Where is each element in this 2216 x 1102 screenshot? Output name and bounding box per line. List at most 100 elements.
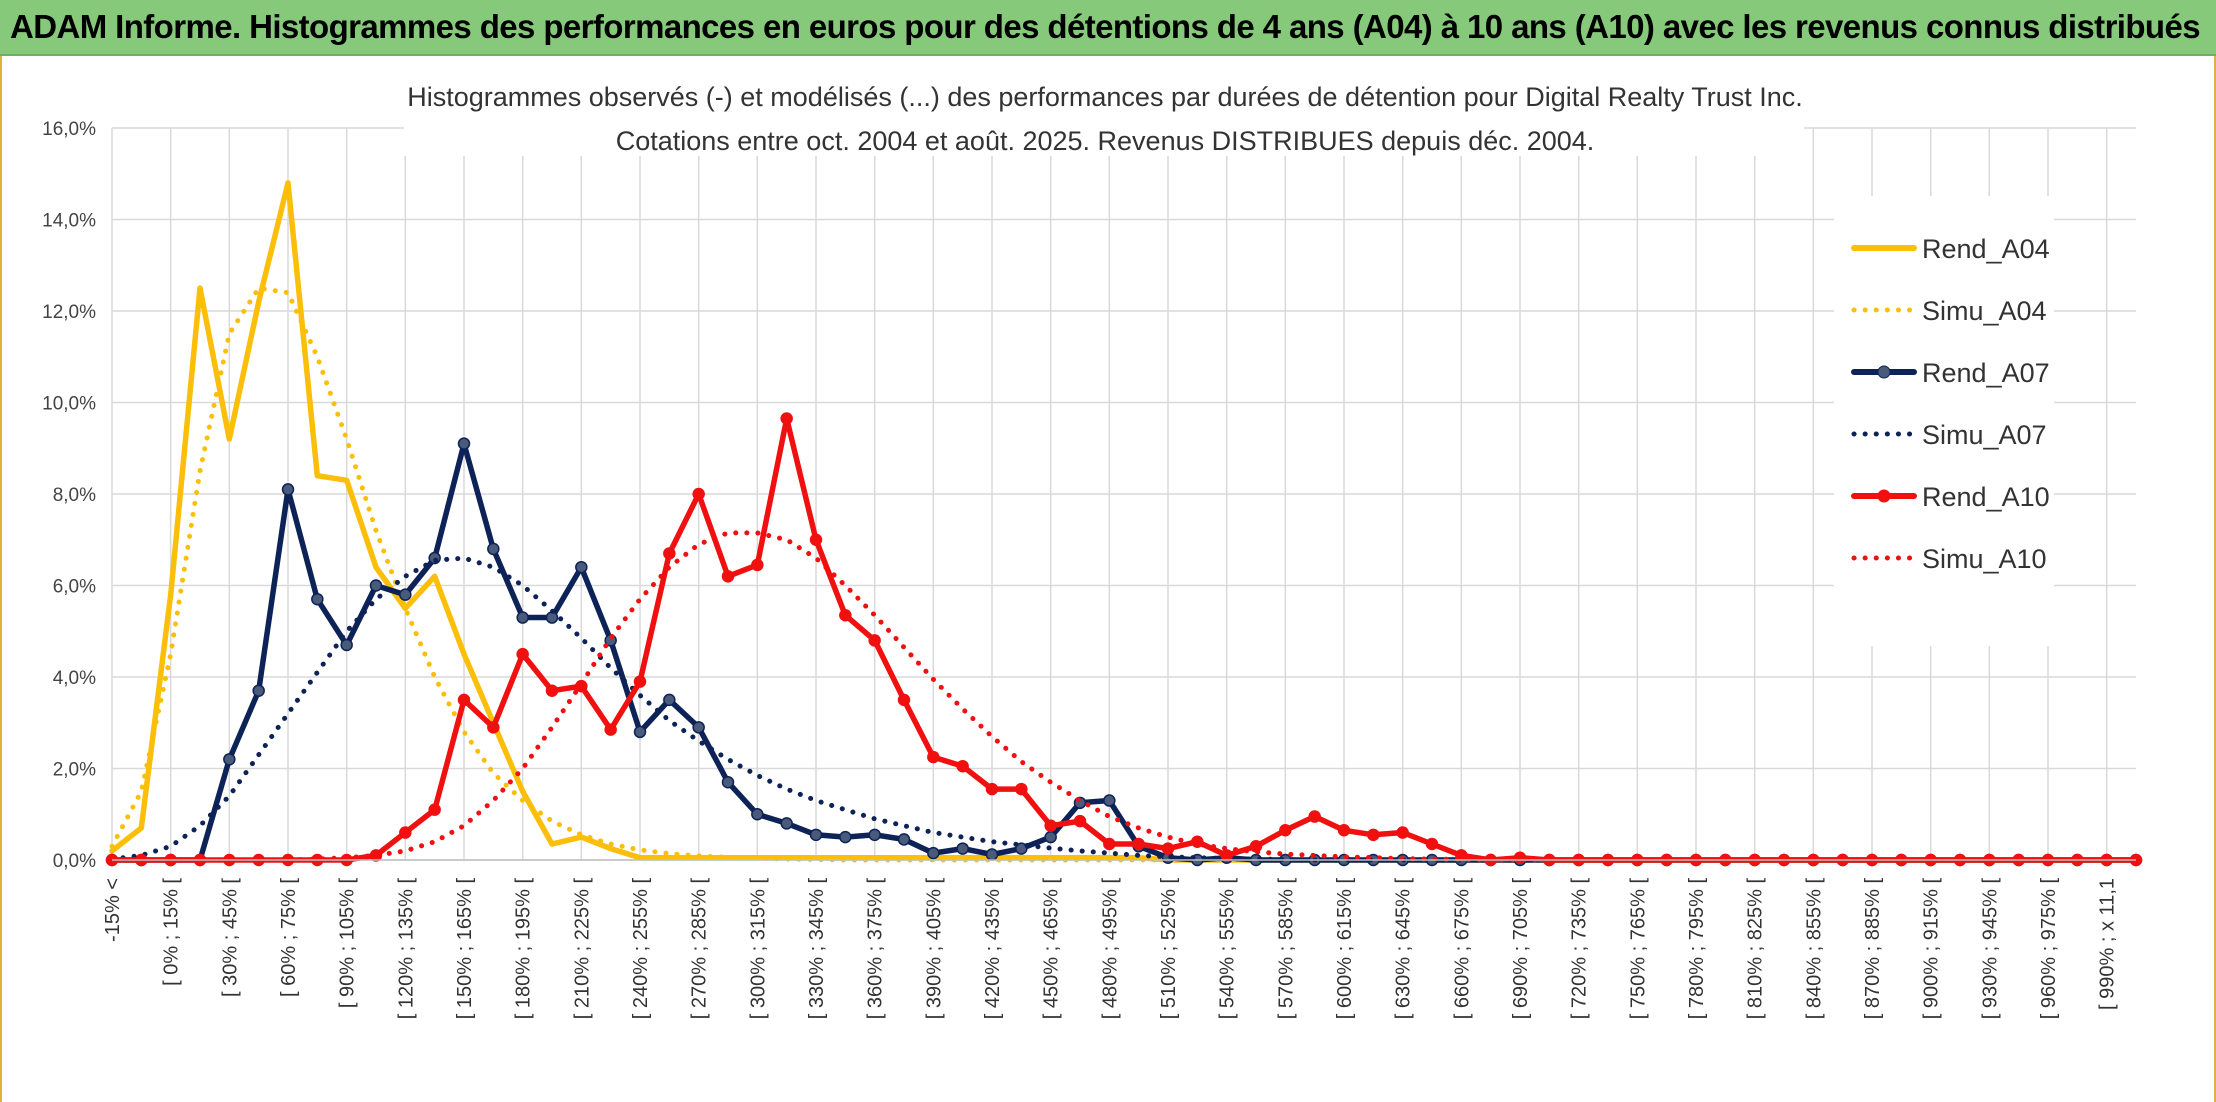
x-tick-label: [ 660% ; 675% [ <box>1451 878 1473 1020</box>
x-tick-label: [ 450% ; 465% [ <box>1041 878 1063 1020</box>
data-point-Rend_A07 <box>897 833 911 846</box>
data-point-Rend_A07 <box>457 437 471 450</box>
data-point-Rend_A07 <box>252 684 265 697</box>
x-tick-label: [ 90% ; 105% [ <box>337 878 359 1009</box>
x-tick-label: [ 30% ; 45% [ <box>219 878 241 997</box>
grid-layer <box>111 127 2136 861</box>
y-tick-label: 16,0% <box>42 119 96 140</box>
data-point-Rend_A10 <box>1396 826 1409 839</box>
legend-label-Simu_A10: Simu_A10 <box>1922 544 2047 574</box>
series-line-Rend_A10 <box>109 415 2139 863</box>
legend-label-Simu_A07: Simu_A07 <box>1922 420 2047 450</box>
series-line-Simu_A07 <box>109 555 2139 863</box>
x-tick-label: [ 420% ; 435% [ <box>982 878 1004 1020</box>
data-point-Rend_A10 <box>1132 837 1145 851</box>
x-tick-label: [ 720% ; 735% [ <box>1569 878 1591 1020</box>
x-tick-label: [ 900% ; 915% [ <box>1921 878 1943 1020</box>
x-tick-label: [ 990% ; x 11,1 <box>2097 878 2119 1010</box>
x-tick-label: [ 480% ; 495% [ <box>1099 878 1121 1020</box>
data-point-Rend_A10 <box>1220 849 1233 862</box>
x-tick-label: -15% < <box>102 878 124 942</box>
x-tick-label: [ 0% ; 15% [ <box>161 878 183 986</box>
y-tick-label: 4,0% <box>53 668 96 689</box>
data-point-Rend_A10 <box>428 803 441 816</box>
data-point-Rend_A07 <box>281 483 295 496</box>
data-point-Rend_A07 <box>721 775 735 789</box>
x-tick-label: [ 600% ; 615% [ <box>1334 878 1356 1020</box>
data-point-Rend_A10 <box>457 693 471 707</box>
x-tick-label: [ 240% ; 255% [ <box>630 878 652 1020</box>
data-point-Rend_A07 <box>1044 830 1057 844</box>
data-point-Rend_A07 <box>809 828 823 842</box>
data-point-Rend_A10 <box>1161 842 1175 855</box>
data-point-Rend_A10 <box>780 412 793 425</box>
data-point-Rend_A10 <box>839 608 852 622</box>
data-point-Rend_A07 <box>751 808 764 821</box>
axis-layer: 0,0% 2,0% 4,0% 6,0% 8,0% 10,0% 12,0% 14,0% 16,0%… <box>42 119 2136 1019</box>
data-point-Rend_A07 <box>516 611 529 624</box>
chart-title-block: Histogrammes observés (-) et modélisés (… <box>404 82 1804 156</box>
legend-label-Rend_A04: Rend_A04 <box>1922 234 2050 264</box>
legend: Rend_A04 Simu_A04 Rend_A07 Simu_A07 Rend_A10… <box>1834 196 2054 646</box>
data-point-Rend_A10 <box>1367 828 1380 842</box>
x-tick-label: [ 690% ; 705% [ <box>1510 878 1532 1020</box>
data-point-Rend_A07 <box>369 579 383 592</box>
data-point-Rend_A07 <box>663 693 676 707</box>
x-tick-label: [ 180% ; 195% [ <box>513 878 535 1020</box>
legend-label-Rend_A07: Rend_A07 <box>1922 358 2050 388</box>
y-tick-label: 0,0% <box>53 851 96 872</box>
data-point-Rend_A07 <box>1103 794 1116 807</box>
data-point-Rend_A07 <box>692 721 705 734</box>
x-tick-label: [ 360% ; 375% [ <box>865 878 887 1020</box>
chart-subtitle: Cotations entre oct. 2004 et août. 2025.… <box>616 126 1595 156</box>
data-point-Rend_A10 <box>956 759 969 773</box>
data-point-Rend_A07 <box>927 846 940 860</box>
data-point-Rend_A10 <box>721 570 735 583</box>
report-title: ADAM Informe. Histogrammes des performan… <box>10 8 2201 45</box>
legend-marker-Rend_A07 <box>1877 365 1891 379</box>
data-point-Rend_A10 <box>487 721 500 734</box>
data-point-Rend_A10 <box>927 750 940 764</box>
data-point-Rend_A10 <box>663 547 676 560</box>
x-tick-label: [ 750% ; 765% [ <box>1627 878 1649 1020</box>
data-point-Rend_A10 <box>1279 824 1292 837</box>
x-tick-label: [ 120% ; 135% [ <box>395 878 417 1020</box>
data-point-Rend_A07 <box>340 638 353 652</box>
data-point-Rend_A10 <box>751 558 764 572</box>
series-line-Simu_A04 <box>109 285 2139 863</box>
x-tick-label: [ 60% ; 75% [ <box>278 878 300 997</box>
chart-frame: 0,0% 2,0% 4,0% 6,0% 8,0% 10,0% 12,0% 14,0% 16,0%… <box>0 56 2216 1102</box>
data-point-Rend_A10 <box>868 634 881 647</box>
data-point-Rend_A07 <box>1015 842 1028 855</box>
legend-marker-Rend_A10 <box>1877 489 1891 503</box>
x-tick-label: [ 270% ; 285% [ <box>689 878 711 1020</box>
title-background <box>404 84 1804 156</box>
data-point-Rend_A07 <box>575 560 588 574</box>
x-tick-label: [ 630% ; 645% [ <box>1393 878 1415 1020</box>
chart-title: Histogrammes observés (-) et modélisés (… <box>407 82 1803 112</box>
legend-background <box>1834 196 2054 646</box>
x-tick-label: [ 810% ; 825% [ <box>1745 878 1767 1020</box>
x-tick-label: [ 510% ; 525% [ <box>1158 878 1180 1020</box>
data-point-Rend_A07 <box>985 848 999 861</box>
y-tick-label: 10,0% <box>42 394 96 415</box>
x-tick-label: [ 840% ; 855% [ <box>1803 878 1825 1020</box>
series-line-Rend_A07 <box>109 440 2139 863</box>
x-tick-label: [ 930% ; 945% [ <box>1979 878 2001 1020</box>
data-point-Rend_A07 <box>839 830 852 844</box>
data-point-Rend_A10 <box>1015 782 1028 796</box>
legend-label-Simu_A04: Simu_A04 <box>1922 296 2047 326</box>
data-point-Rend_A10 <box>1425 837 1439 851</box>
data-point-Rend_A10 <box>604 723 617 736</box>
y-tick-label: 8,0% <box>53 485 96 506</box>
data-point-Rend_A07 <box>780 817 793 830</box>
data-point-Rend_A10 <box>1044 819 1057 832</box>
x-tick-label: [ 540% ; 555% [ <box>1217 878 1239 1020</box>
x-tick-label: [ 300% ; 315% [ <box>747 878 769 1020</box>
legend-label-Rend_A10: Rend_A10 <box>1922 482 2050 512</box>
x-tick-label: [ 330% ; 345% [ <box>806 878 828 1020</box>
x-tick-label: [ 210% ; 225% [ <box>571 878 593 1020</box>
data-point-Rend_A10 <box>809 533 823 546</box>
data-point-Rend_A07 <box>956 842 969 855</box>
data-point-Rend_A07 <box>223 753 236 766</box>
